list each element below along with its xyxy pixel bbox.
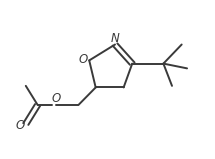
Text: N: N xyxy=(111,32,120,45)
Text: O: O xyxy=(78,53,88,66)
Text: O: O xyxy=(51,92,61,105)
Text: O: O xyxy=(15,119,25,132)
